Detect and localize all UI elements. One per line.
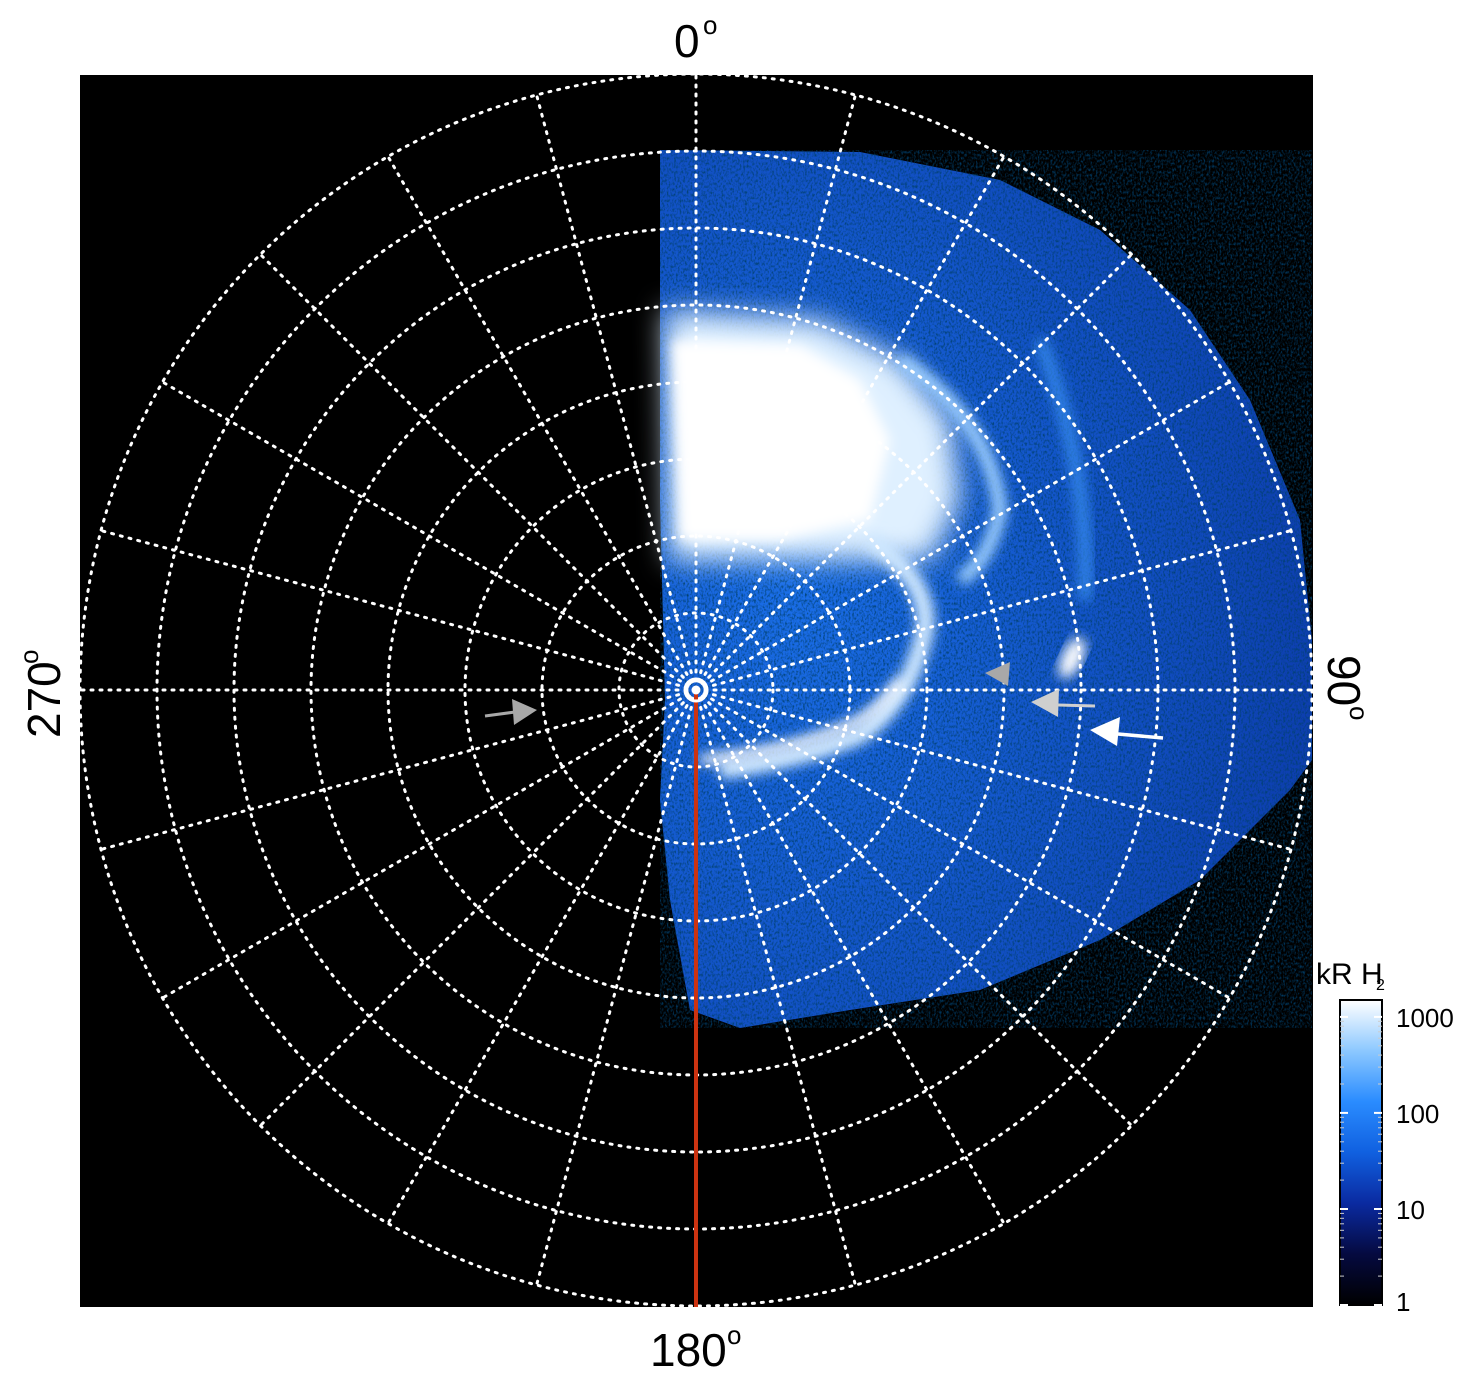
colorbar-title: kR H	[1316, 958, 1383, 991]
grid-spoke	[161, 688, 698, 1000]
svg-text:o: o	[1344, 706, 1374, 720]
grid-spoke	[694, 155, 1006, 692]
arrow-gray-triangle	[985, 662, 1010, 686]
azimuth-label-left: 270 o	[14, 650, 70, 738]
grid-spoke	[386, 155, 698, 692]
svg-text:90: 90	[1318, 655, 1370, 706]
svg-text:270: 270	[18, 661, 70, 738]
svg-text:o: o	[727, 1320, 741, 1350]
grid-spoke	[694, 380, 1231, 692]
colorbar-tick-label: 10	[1396, 1195, 1425, 1225]
grid-spoke	[161, 380, 698, 692]
bright-core	[672, 340, 890, 540]
grid-spoke	[694, 688, 857, 1287]
colorbar: kR H 2 1000 100 10 1	[1316, 958, 1454, 1317]
colorbar-tick-label: 100	[1396, 1099, 1439, 1129]
azimuth-label-bottom: 180 o	[650, 1320, 741, 1376]
azimuth-label-top: 0 o	[674, 10, 717, 67]
azimuth-label-right: 90 o	[1318, 655, 1374, 720]
colorbar-tick-label: 1	[1396, 1287, 1410, 1317]
svg-text:180: 180	[650, 1324, 727, 1376]
grid-spoke	[694, 529, 1293, 692]
grid-spoke	[99, 688, 698, 851]
grid-spoke	[386, 688, 698, 1225]
secondary-arc	[1033, 337, 1093, 601]
svg-text:o: o	[14, 650, 44, 664]
grid-spoke	[694, 688, 1293, 851]
aurora-emission	[660, 150, 1312, 1028]
colorbar-tick-label: 1000	[1396, 1003, 1454, 1033]
colorbar-title-subscript: 2	[1376, 977, 1385, 994]
grid-spoke	[694, 688, 1231, 1000]
polar-projection-image	[80, 75, 1313, 1307]
pole-marker-outer	[683, 677, 709, 703]
grid-spoke	[694, 93, 857, 692]
arrow-gray-left	[484, 699, 537, 725]
grid-spoke	[258, 252, 698, 692]
pole-marker-inner	[691, 685, 701, 695]
colorbar-bar	[1339, 999, 1383, 1306]
grid-spoke	[535, 93, 698, 692]
svg-text:o: o	[703, 10, 717, 40]
svg-text:0: 0	[674, 15, 700, 67]
colorbar-ticks: 1000 100 10 1	[1340, 1003, 1454, 1317]
grid-spoke	[694, 688, 1134, 1128]
grid-ring	[80, 75, 1313, 1307]
arrow-white-right	[1090, 717, 1164, 746]
grid-ring	[617, 611, 775, 769]
grid-spoke	[258, 688, 698, 1128]
grid-spoke	[99, 529, 698, 692]
main-oval-arc	[718, 532, 935, 779]
grid-spoke	[535, 688, 698, 1287]
arrow-gray-right	[1031, 689, 1096, 717]
grid-spoke	[694, 252, 1134, 692]
grid-spoke	[694, 688, 1006, 1225]
